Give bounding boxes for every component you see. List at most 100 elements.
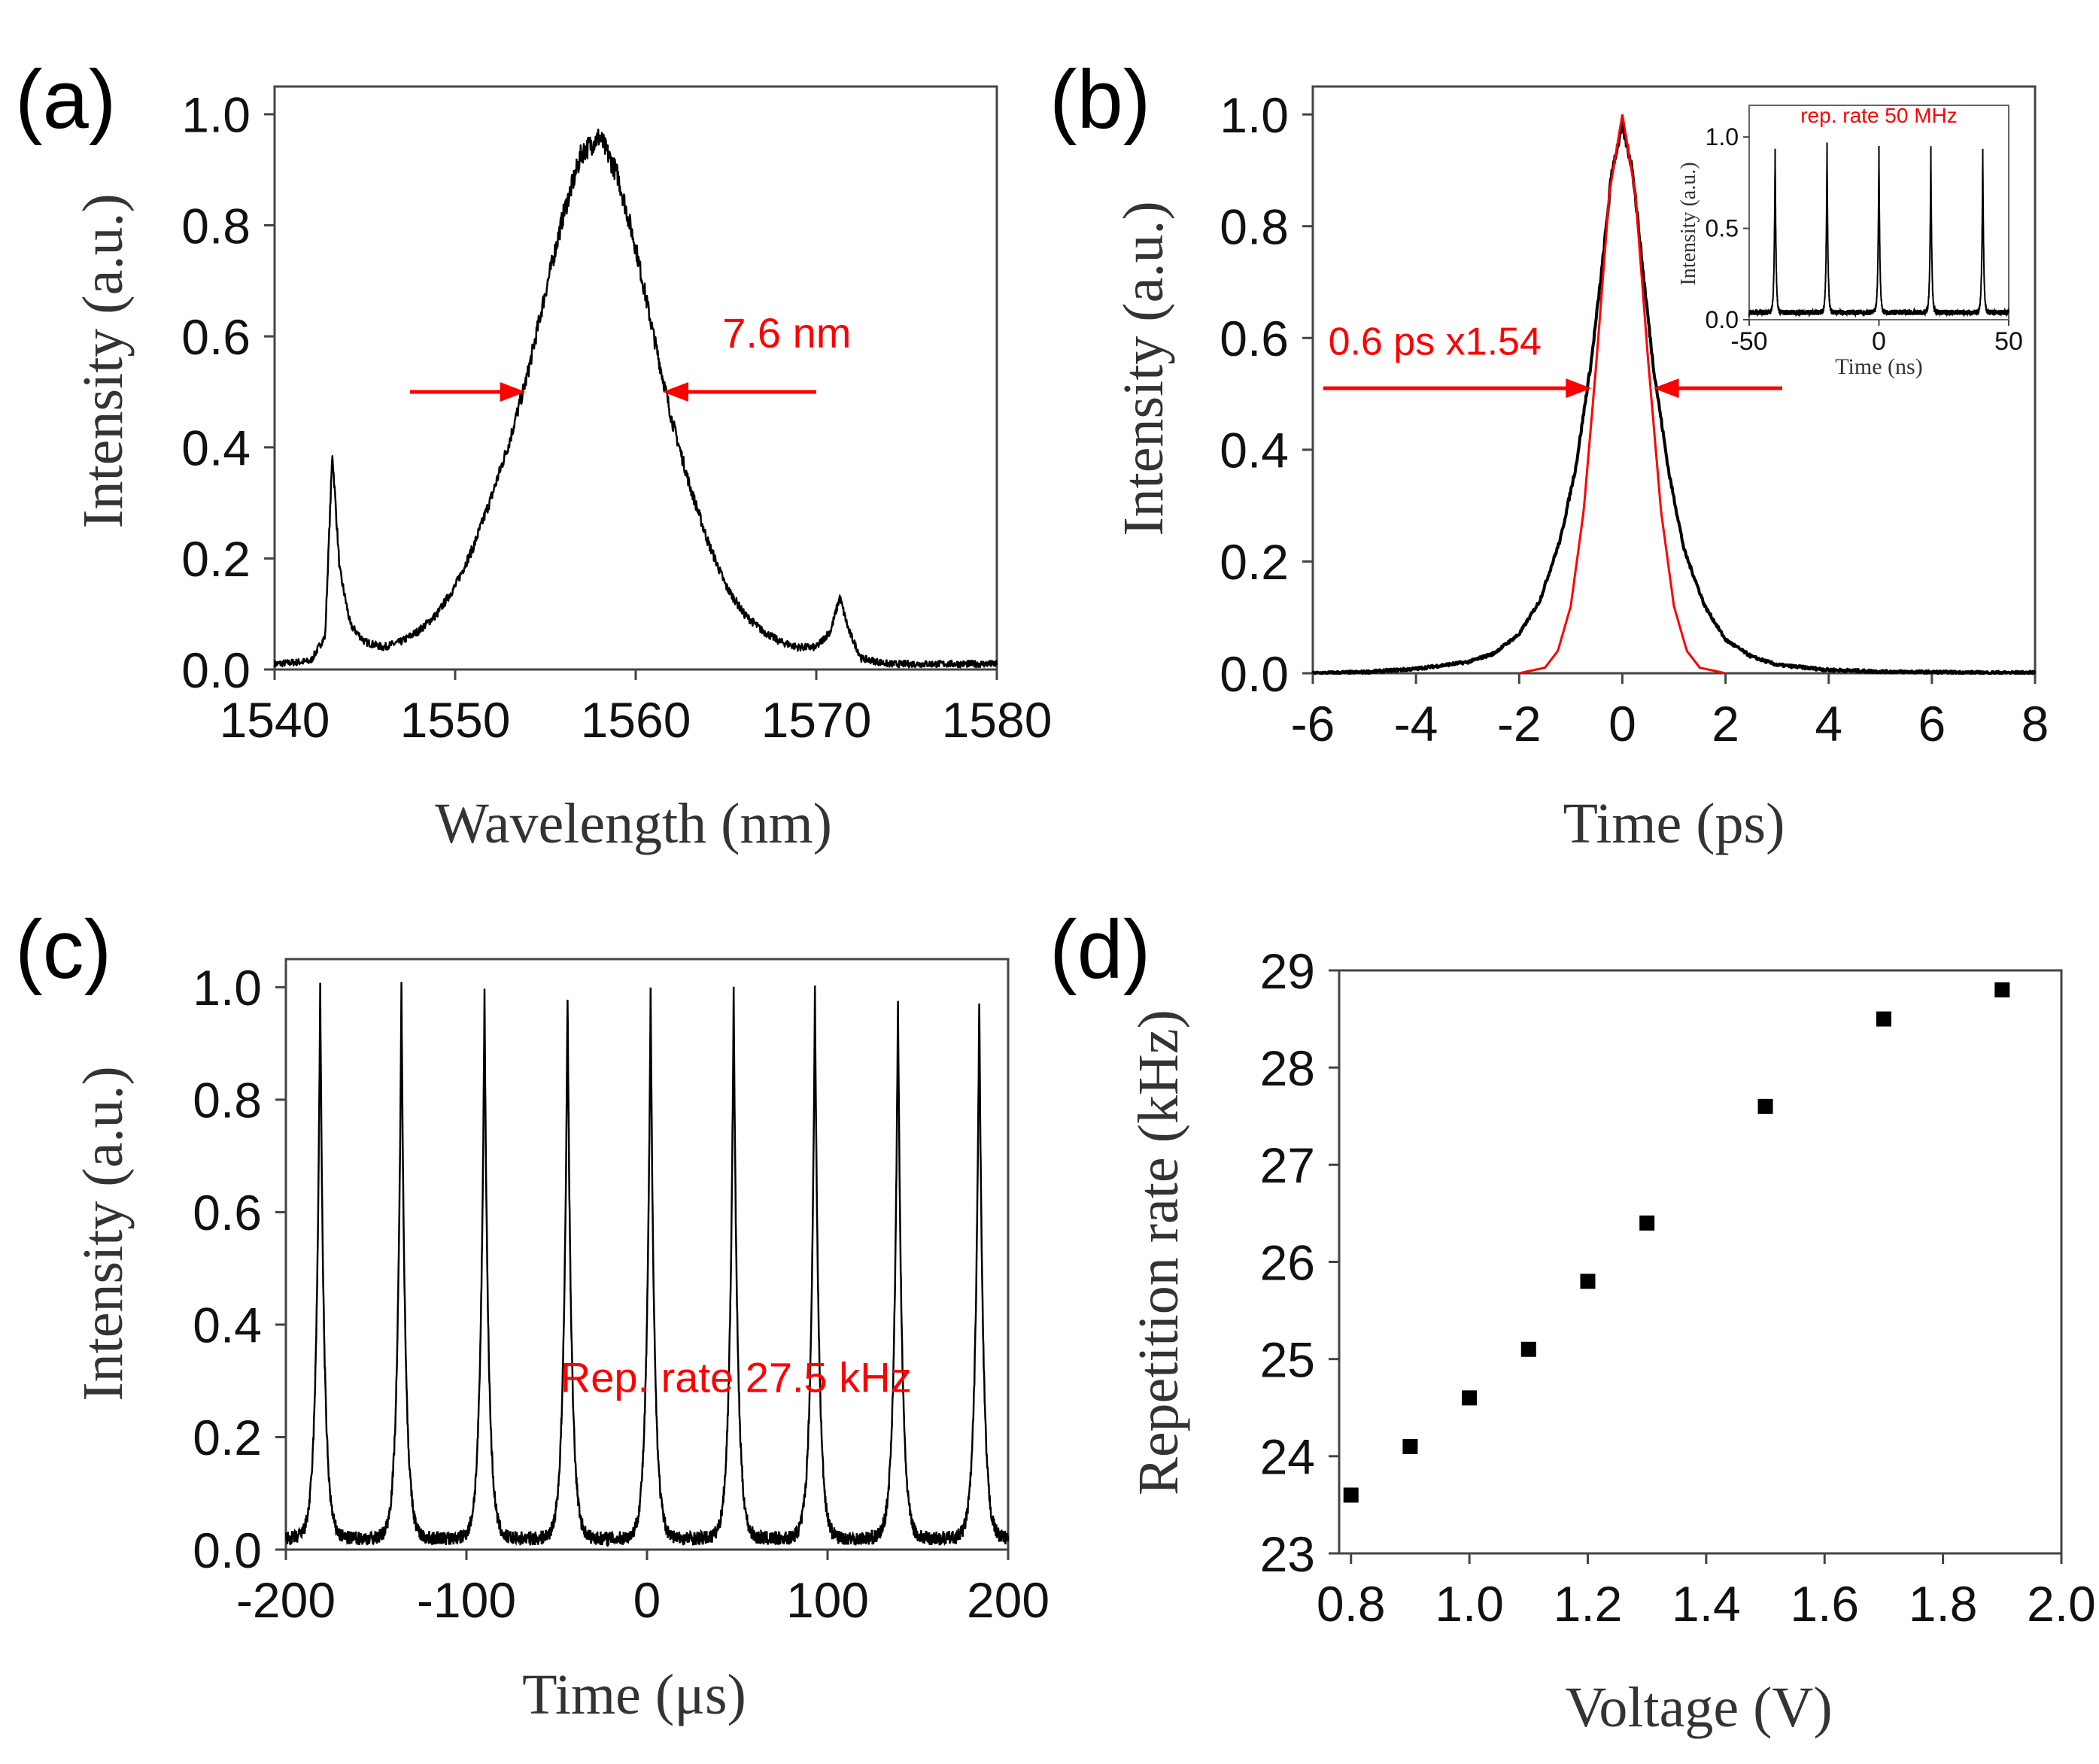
x-tick-label: -6 (1291, 696, 1335, 751)
panel-a: (a) 1540 1550 1560 1570 15800.00.20.40.60.81… (15, 53, 1052, 855)
y-tick-label: 1.0 (181, 87, 251, 143)
y-tick-label: 0.2 (181, 531, 251, 587)
fwhm-arrow-left (1323, 378, 1592, 399)
y-tick-label: 0.8 (1220, 199, 1289, 254)
x-tick-label: 6 (1918, 696, 1946, 751)
inset-x-tick-label: 0 (1872, 327, 1886, 356)
y-tick-label: 0.8 (181, 198, 251, 254)
data-point (1580, 1274, 1596, 1289)
panel-b-inset: rep. rate 50 MHz Time (ns) Intensity (a.… (1677, 104, 2023, 379)
panel-d-x-axis-label: Voltage (V) (1565, 1676, 1832, 1739)
panel-b: (b) -6 -4 -2 0 2 4 6 8 0.0 0.2 0.4 0.6 0.8 1.0 Time (… (1050, 53, 2049, 855)
fwhm-arrow-left-head (1566, 378, 1592, 399)
x-tick-label: 1.8 (1909, 1576, 1978, 1632)
panel-c-y-axis-label: Intensity (a.u.) (71, 1066, 135, 1401)
y-tick-label: 27 (1260, 1137, 1315, 1193)
x-tick-label: -200 (236, 1572, 336, 1628)
x-tick-label: -4 (1394, 696, 1438, 751)
x-tick-label: 1550 (400, 692, 511, 748)
fwhm-arrow-right (663, 381, 816, 402)
y-tick-label: 1.0 (1220, 87, 1289, 143)
panel-c-x-axis-label: Time (μs) (522, 1663, 746, 1726)
y-tick-label: 25 (1260, 1331, 1315, 1387)
panel-c-label: (c) (15, 903, 111, 996)
data-point (1757, 1098, 1773, 1114)
y-tick-label: 28 (1260, 1040, 1315, 1096)
y-tick-label: 0.0 (181, 642, 251, 698)
fwhm-arrow-right (1653, 378, 1782, 399)
data-point (1520, 1341, 1536, 1357)
y-tick-label: 26 (1260, 1234, 1315, 1290)
inset-x-tick-label: -50 (1730, 327, 1767, 356)
y-tick-label: 0.0 (193, 1523, 262, 1578)
fwhm-arrow-right-head (1653, 378, 1679, 399)
panel-b-inset-x-axis-label: Time (ns) (1835, 354, 1922, 379)
fwhm-arrow-right-head (663, 381, 688, 402)
x-tick-label: 2 (1712, 696, 1739, 751)
panel-c-rep-rate-label: Rep. rate 27.5 kHz (560, 1354, 912, 1401)
x-tick-label: -2 (1497, 696, 1542, 751)
y-tick-label: 24 (1260, 1429, 1315, 1485)
y-tick-label: 0.4 (1220, 423, 1289, 478)
plot-frame (1311, 85, 2037, 675)
fwhm-arrow-left-head (500, 381, 526, 402)
y-tick-label: 0.4 (193, 1298, 262, 1353)
panel-b-x-axis-label: Time (ps) (1563, 792, 1785, 855)
y-tick-label: 0.8 (193, 1073, 262, 1128)
panel-b-inset-y-axis-label: Intensity (a.u.) (1677, 162, 1700, 285)
y-tick-label: 0.6 (193, 1185, 262, 1240)
x-tick-label: 1570 (761, 692, 872, 748)
x-tick-label: 0.8 (1317, 1576, 1386, 1632)
inset-y-tick-label: 1.0 (1706, 123, 1739, 150)
x-tick-label: 1540 (220, 692, 330, 748)
panel-a-label: (a) (15, 53, 116, 146)
y-tick-label: 0.6 (1220, 311, 1289, 366)
data-point (1876, 1011, 1891, 1027)
panel-a-plot: 1540 1550 1560 1570 1580 0.0 0.2 0.4 0.6 0.8 1.0 (181, 85, 1052, 748)
x-tick-label: 8 (2022, 696, 2049, 751)
x-tick-label: 0 (1608, 696, 1636, 751)
x-tick-label: 200 (967, 1572, 1050, 1628)
panel-a-fwhm-label: 7.6 nm (722, 309, 851, 357)
data-point (1343, 1487, 1359, 1503)
panel-d-label: (d) (1050, 903, 1150, 996)
autocorrelation-line (1311, 120, 2037, 675)
y-tick-label: 0.0 (1220, 646, 1289, 702)
data-point (1462, 1390, 1478, 1406)
panel-a-y-axis-label: Intensity (a.u.) (71, 193, 135, 528)
x-tick-label: 1.6 (1790, 1576, 1859, 1632)
y-tick-label: 0.2 (1220, 534, 1289, 590)
spectrum-line (273, 128, 998, 669)
inset-pulse-train (1748, 142, 2009, 318)
inset-y-tick-label: 0.5 (1706, 215, 1739, 242)
fit-line (1518, 114, 1726, 675)
pulse-train (284, 982, 1010, 1548)
x-tick-label: 2.0 (2027, 1576, 2096, 1632)
y-tick-label: 29 (1260, 943, 1315, 999)
y-tick-label: 0.2 (193, 1410, 262, 1465)
panel-a-x-axis-label: Wavelength (nm) (435, 792, 832, 855)
x-tick-label: 1.4 (1672, 1576, 1741, 1632)
x-tick-label: 1560 (581, 692, 691, 748)
panel-d: (d) 0.8 1.0 1.2 1.4 1.6 1.8 2.023242526272829 … (1050, 903, 2096, 1739)
panel-d-plot: 0.8 1.0 1.2 1.4 1.6 1.8 2.0 23 24 25 26 27 28 29 (1260, 943, 2096, 1632)
data-point (1402, 1438, 1418, 1454)
plot-frame (273, 85, 998, 671)
panel-b-label: (b) (1050, 53, 1150, 146)
x-tick-label: 100 (786, 1572, 869, 1628)
inset-x-tick-label: 50 (1994, 327, 2023, 356)
panel-c-plot: -200 -100 0 100 200 0.0 0.2 0.4 0.6 0.8 1.0 (193, 958, 1050, 1628)
x-tick-label: 1.2 (1554, 1576, 1623, 1632)
fwhm-arrow-left (410, 381, 526, 402)
panel-b-y-axis-label: Intensity (a.u.) (1112, 201, 1175, 536)
y-tick-label: 0.6 (181, 309, 251, 365)
panel-b-plot: -6 -4 -2 0 2 4 6 8 0.0 0.2 0.4 0.6 0.8 1.0 (1220, 85, 2049, 751)
y-tick-label: 23 (1260, 1526, 1315, 1582)
y-tick-label: 1.0 (193, 960, 262, 1016)
x-tick-label: 0 (633, 1572, 661, 1628)
data-point (1994, 982, 2010, 997)
plot-frame (1338, 969, 2063, 1555)
panel-b-fwhm-label: 0.6 ps x1.54 (1329, 320, 1542, 364)
data-point (1639, 1215, 1655, 1231)
